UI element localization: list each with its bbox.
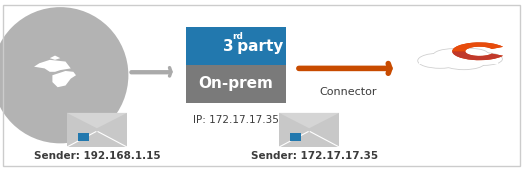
- Wedge shape: [452, 42, 503, 51]
- Circle shape: [467, 54, 500, 64]
- FancyBboxPatch shape: [67, 113, 127, 147]
- FancyBboxPatch shape: [78, 133, 89, 141]
- Polygon shape: [50, 56, 60, 60]
- Circle shape: [465, 53, 502, 65]
- Circle shape: [418, 54, 462, 68]
- Text: Sender: 192.168.1.15: Sender: 192.168.1.15: [34, 151, 160, 161]
- Polygon shape: [34, 60, 71, 72]
- Text: On-prem: On-prem: [199, 76, 273, 91]
- Circle shape: [454, 49, 486, 60]
- Polygon shape: [52, 71, 76, 87]
- Text: rd: rd: [232, 32, 243, 41]
- Text: 3: 3: [223, 39, 233, 54]
- FancyBboxPatch shape: [290, 133, 301, 141]
- FancyBboxPatch shape: [279, 113, 339, 147]
- Circle shape: [421, 54, 460, 67]
- Polygon shape: [279, 113, 339, 128]
- FancyBboxPatch shape: [186, 65, 286, 103]
- Text: party: party: [232, 39, 283, 54]
- FancyBboxPatch shape: [186, 27, 286, 65]
- Circle shape: [433, 49, 473, 62]
- FancyBboxPatch shape: [419, 60, 498, 64]
- Text: Sender: 172.17.17.35: Sender: 172.17.17.35: [251, 151, 378, 161]
- Circle shape: [436, 50, 471, 61]
- Wedge shape: [452, 51, 503, 60]
- Text: IP: 172.17.17.35: IP: 172.17.17.35: [193, 115, 279, 125]
- Polygon shape: [67, 113, 127, 128]
- Circle shape: [452, 49, 488, 61]
- Ellipse shape: [0, 7, 128, 143]
- Circle shape: [443, 56, 485, 69]
- Circle shape: [445, 56, 482, 68]
- Wedge shape: [452, 42, 503, 60]
- Text: Connector: Connector: [320, 87, 377, 97]
